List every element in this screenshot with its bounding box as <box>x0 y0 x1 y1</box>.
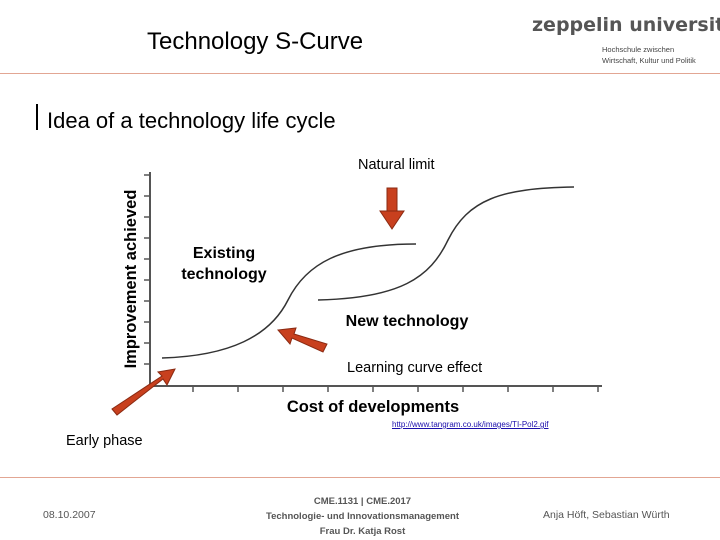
x-axis-ticks <box>192 386 599 392</box>
footer-divider <box>0 477 720 478</box>
source-link[interactable]: http://www.tangram.co.uk/images/TI-Pol2.… <box>392 420 549 429</box>
existing-technology-curve <box>161 243 417 359</box>
footer-course-info: CME.1131 | CME.2017 Technologie- und Inn… <box>230 494 495 539</box>
bullet-marker <box>36 104 38 130</box>
y-axis-ticks <box>144 174 150 365</box>
footer-course-code: CME.1131 | CME.2017 <box>313 496 412 507</box>
early-phase-label: Early phase <box>66 433 143 449</box>
university-logo: zeppelin university <box>532 14 720 36</box>
existing-technology-label-line2: technology <box>181 266 266 283</box>
new-technology-curve <box>317 186 575 301</box>
footer-course-title: Technologie- und Innovationsmanagement <box>265 511 459 522</box>
header-divider <box>0 73 720 74</box>
x-axis-label: Cost of developments <box>287 398 459 416</box>
new-technology-label: New technology <box>346 313 469 330</box>
footer-date: 08.10.2007 <box>43 509 96 521</box>
slide-title: Technology S-Curve <box>147 28 364 55</box>
early-phase-arrow <box>111 368 176 416</box>
logo-tagline-line2: Wirtschaft, Kultur und Politik <box>602 56 696 65</box>
logo-tagline-line1: Hochschule zwischen <box>602 45 675 54</box>
slide-subtitle: Idea of a technology life cycle <box>47 108 336 133</box>
existing-technology-label-line1: Existing <box>193 245 255 262</box>
learning-curve-arrow <box>277 327 328 353</box>
learning-curve-effect-label: Learning curve effect <box>347 360 483 376</box>
natural-limit-label: Natural limit <box>358 157 435 173</box>
natural-limit-arrow <box>379 187 405 230</box>
y-axis-label: Improvement achieved <box>122 190 140 369</box>
footer-lecturer: Frau Dr. Katja Rost <box>319 526 406 537</box>
footer-authors: Anja Höft, Sebastian Würth <box>543 509 670 521</box>
